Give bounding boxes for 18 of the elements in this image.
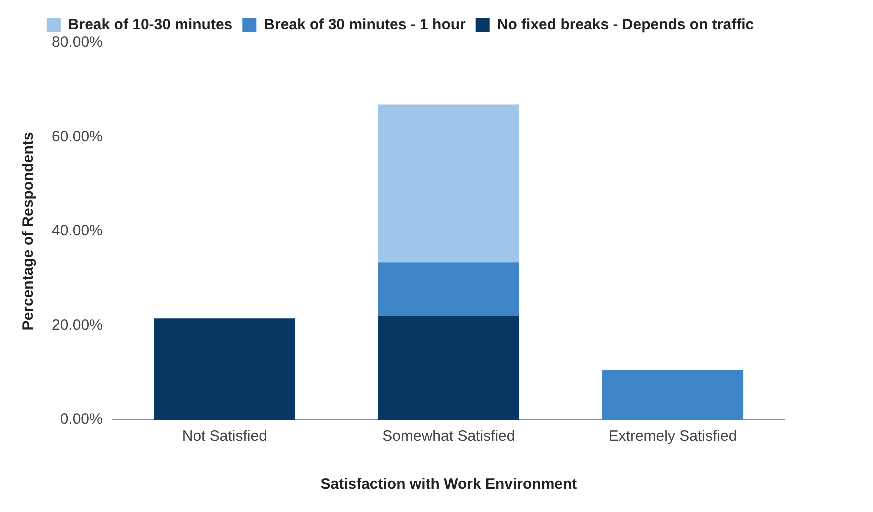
legend-label: Break of 30 minutes - 1 hour bbox=[264, 16, 466, 34]
y-tick-label: 40.00% bbox=[52, 222, 103, 240]
bar bbox=[602, 370, 744, 420]
bar bbox=[154, 318, 296, 420]
legend-label: Break of 10-30 minutes bbox=[68, 16, 233, 34]
bar bbox=[378, 316, 520, 420]
y-tick-label: 60.00% bbox=[52, 128, 103, 146]
bar bbox=[378, 262, 520, 316]
x-tick-label: Not Satisfied bbox=[182, 428, 268, 446]
x-tick-label: Extremely Satisfied bbox=[608, 428, 738, 446]
y-tick-label: 20.00% bbox=[52, 316, 103, 334]
y-axis-title: Percentage of Respondents bbox=[20, 132, 38, 331]
legend-label: No fixed breaks - Depends on traffic bbox=[497, 16, 754, 34]
y-tick-label: 80.00% bbox=[52, 34, 103, 52]
x-axis-title: Satisfaction with Work Environment bbox=[320, 476, 578, 494]
bar bbox=[378, 104, 520, 263]
y-tick-label: 0.00% bbox=[60, 411, 103, 428]
x-tick-label: Somewhat Satisfied bbox=[382, 428, 516, 446]
